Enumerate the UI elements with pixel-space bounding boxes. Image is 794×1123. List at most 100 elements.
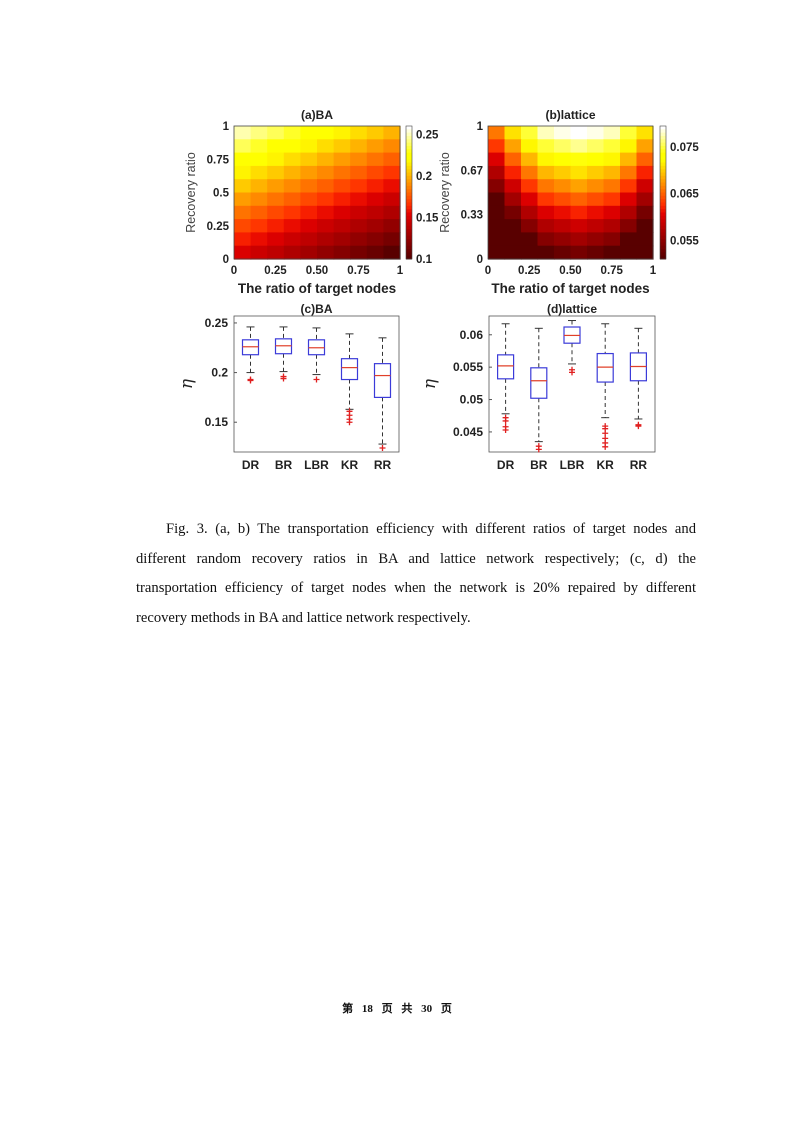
heatmap-cell: [636, 165, 654, 180]
heatmap-cell: [537, 219, 555, 233]
heatmap-cell: [350, 179, 368, 194]
heatmap-cell: [570, 192, 588, 207]
heatmap-cell: [300, 179, 318, 194]
colorbar-segment: [406, 245, 412, 250]
colorbar-segment: [660, 139, 666, 144]
heatmap-cell: [333, 126, 351, 140]
colorbar-segment: [660, 255, 666, 260]
heatmap-cell: [283, 192, 301, 207]
heatmap-cell: [300, 139, 318, 154]
colorbar-segment: [660, 126, 666, 130]
colorbar-segment: [660, 159, 666, 164]
heatmap-cell: [366, 232, 384, 247]
outlier-marker: [379, 445, 386, 452]
heatmap-cell: [554, 219, 572, 233]
heatmap-cell: [521, 126, 539, 140]
outlier-marker: [535, 446, 542, 453]
heatmap-cell: [537, 139, 555, 154]
outlier-marker: [280, 373, 287, 380]
heatmap-cell: [333, 219, 351, 233]
heatmap-cell: [521, 179, 539, 194]
box-kr: [340, 333, 359, 426]
heatmap-cell: [234, 245, 252, 260]
heatmap-cell: [283, 219, 301, 233]
heatmap-cell: [570, 245, 588, 260]
heatmap-cell: [636, 152, 654, 167]
heatmap-cell: [488, 179, 506, 194]
category-label: KR: [597, 458, 615, 472]
heatmap-cell: [317, 245, 335, 260]
colorbar-segment: [660, 252, 666, 257]
category-label: KR: [341, 458, 359, 472]
heatmap-cell: [267, 205, 285, 220]
colorbar-segment: [406, 182, 412, 187]
category-label: DR: [242, 458, 260, 472]
heatmap-cell: [620, 126, 638, 140]
heatmap-cell: [488, 192, 506, 207]
heatmap-cell: [504, 245, 522, 260]
heatmap-cell: [350, 192, 368, 207]
heatmap-cell: [267, 139, 285, 154]
heatmap-cell: [537, 205, 555, 220]
colorbar-segment: [406, 212, 412, 217]
colorbar-segment: [406, 132, 412, 137]
category-label: BR: [530, 458, 548, 472]
y-tick-label: 0.75: [207, 154, 230, 166]
heatmap-cell: [250, 165, 268, 180]
heatmap-cell: [620, 165, 638, 180]
colorbar-segment: [660, 239, 666, 243]
plot-frame: [487, 125, 654, 260]
heatmap-cell: [283, 139, 301, 154]
heatmap-cell: [317, 165, 335, 180]
y-tick-label: 0.25: [207, 221, 230, 233]
y-tick-label: 0.2: [211, 366, 228, 380]
heatmap-cell: [300, 245, 318, 260]
chart-title: (c)BA: [301, 302, 333, 316]
heatmap-cell: [603, 165, 621, 180]
heatmap-cell: [603, 179, 621, 194]
chart-title: (b)lattice: [545, 108, 595, 122]
x-tick-label: 0.25: [264, 265, 287, 277]
colorbar-segment: [660, 129, 666, 134]
colorbar-segment: [660, 155, 666, 160]
heatmap-cell: [488, 165, 506, 180]
colorbar-segment: [406, 205, 412, 210]
heatmap-cell: [234, 152, 252, 167]
colorbar-segment: [406, 165, 412, 170]
box-iqr: [596, 352, 614, 383]
heatmap-cell: [521, 219, 539, 233]
heatmap-cell: [366, 179, 384, 194]
heatmap-cell: [554, 126, 572, 140]
colorbar-segment: [660, 172, 666, 177]
heatmap-cell: [570, 205, 588, 220]
colorbar-segment: [406, 229, 412, 233]
heatmap-cell: [636, 126, 654, 140]
heatmap-cell: [488, 245, 506, 260]
colorbar-segment: [406, 192, 412, 197]
heatmap-cell: [570, 165, 588, 180]
heatmap-cell: [383, 165, 401, 180]
colorbar-segment: [660, 169, 666, 174]
heatmap-cell: [250, 245, 268, 260]
heatmap-cell: [250, 192, 268, 207]
heatmap-cell: [317, 205, 335, 220]
heatmap-cell: [504, 126, 522, 140]
heatmap-cell: [554, 179, 572, 194]
y-axis-label: η: [177, 378, 197, 389]
colorbar-segment: [406, 169, 412, 174]
y-tick-label: 0.25: [205, 316, 229, 330]
y-axis-label: Recovery ratio: [438, 152, 452, 233]
heatmap-cell: [234, 192, 252, 207]
heatmap-cell: [570, 232, 588, 247]
colorbar-segment: [406, 202, 412, 207]
colorbar-segment: [406, 219, 412, 223]
heatmap-cell: [587, 126, 605, 140]
heatmap-cell: [537, 126, 555, 140]
colorbar-segment: [660, 182, 666, 187]
x-tick-label: 0: [231, 265, 237, 277]
box-br: [530, 327, 548, 453]
heatmap-cell: [636, 192, 654, 207]
heatmap-cell: [636, 179, 654, 194]
colorbar-segment: [660, 185, 666, 190]
heatmap-cell: [603, 205, 621, 220]
